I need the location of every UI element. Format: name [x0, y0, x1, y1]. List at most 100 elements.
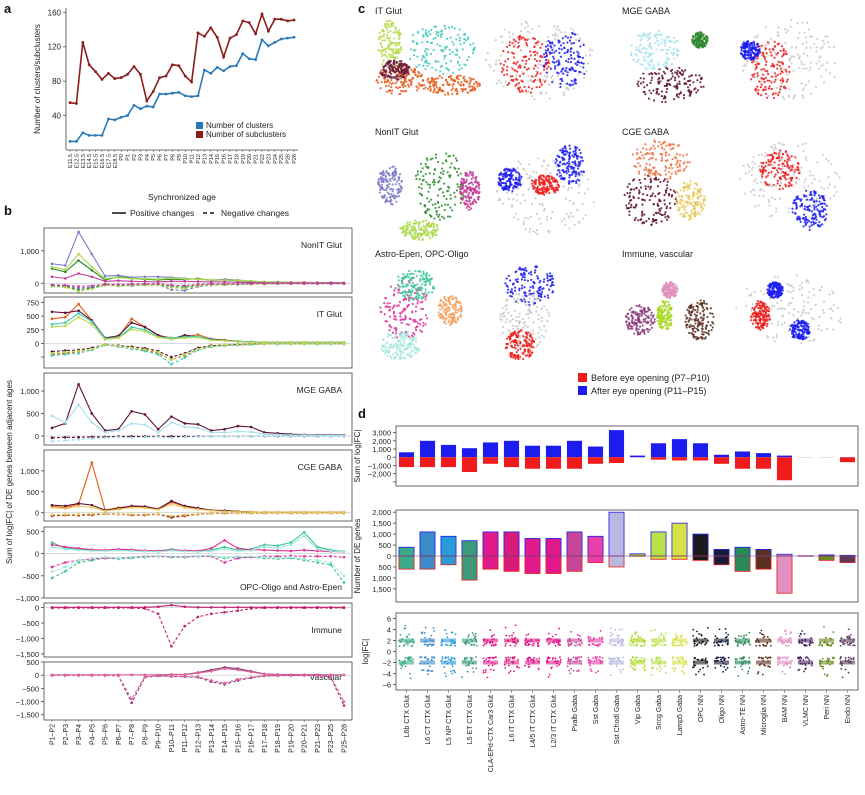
umap-cell: [571, 154, 574, 157]
umap-cell: [445, 45, 448, 48]
y-tick-label: 0: [35, 432, 39, 441]
data-point: [263, 555, 266, 559]
umap-cell: [398, 85, 402, 89]
umap-cell: [418, 63, 421, 67]
umap-cell: [665, 90, 668, 94]
data-point: [263, 674, 266, 678]
umap-cell: [427, 190, 430, 193]
umap-cell: [394, 25, 397, 29]
umap-cell: [544, 176, 547, 180]
umap-cell: [514, 176, 518, 179]
legend-label: Number of clusters: [206, 121, 273, 130]
umap-cell: [749, 190, 752, 193]
umap-cell: [801, 21, 804, 24]
data-point: [196, 550, 200, 554]
umap-cell: [685, 185, 688, 189]
umap-cell: [567, 60, 570, 64]
umap-cell: [648, 163, 652, 166]
umap-cell: [829, 197, 832, 200]
umap-cell: [703, 195, 706, 198]
umap-cell: [541, 56, 544, 59]
umap-title-astro-opc: Astro-Epen, OPC-Oligo: [375, 249, 469, 259]
umap-cell: [660, 143, 663, 146]
data-point: [236, 424, 240, 428]
data-point: [276, 549, 279, 552]
y-tick-label: 500: [26, 527, 39, 536]
umap-cell: [433, 167, 437, 171]
data-point: [156, 612, 160, 616]
umap-cell: [657, 192, 660, 196]
umap-cell: [664, 211, 667, 214]
umap-cell: [782, 85, 786, 88]
umap-cell: [545, 189, 549, 192]
data-point: [63, 570, 67, 573]
umap-cell: [432, 37, 435, 40]
umap-cell: [778, 152, 781, 155]
umap-cell: [549, 172, 552, 175]
umap-cell: [533, 182, 536, 185]
umap-cell: [790, 168, 793, 171]
umap-cell: [655, 36, 658, 40]
umap-cell: [835, 173, 839, 176]
umap-cell: [651, 192, 655, 195]
umap-cell: [563, 93, 566, 97]
data-point: [130, 282, 133, 286]
umap-cell: [693, 212, 696, 215]
data-point: [117, 508, 120, 511]
data-point: [117, 344, 120, 348]
data-point: [77, 252, 80, 256]
umap-cell: [641, 154, 644, 157]
umap-cell: [402, 76, 405, 79]
umap-cell: [447, 93, 450, 96]
data-point: [196, 283, 200, 286]
umap-cell: [560, 48, 563, 51]
data-point: [77, 403, 80, 406]
x-tick-label: P5–P6: [103, 724, 110, 745]
umap-cell: [784, 172, 787, 175]
umap-cell: [449, 60, 453, 63]
data-point: [156, 512, 160, 516]
umap-cell: [564, 163, 567, 166]
data-point: [196, 347, 200, 351]
umap-cell: [567, 164, 570, 167]
umap-cell: [538, 59, 542, 63]
umap-cell: [435, 83, 438, 87]
umap-cell: [755, 52, 758, 55]
umap-cell: [416, 74, 419, 77]
data-point: [289, 282, 293, 285]
data-point: [329, 342, 333, 346]
umap-cell: [763, 58, 767, 61]
umap-cell: [574, 38, 578, 41]
umap-cell: [578, 70, 581, 73]
umap-cell: [772, 65, 775, 68]
umap-cell: [591, 49, 594, 52]
data-point: [130, 549, 133, 553]
data-point: [156, 353, 160, 356]
umap-cell: [478, 82, 481, 85]
umap-cell: [820, 75, 823, 78]
y-tick-label: –500: [22, 619, 39, 628]
data-point: [87, 133, 91, 137]
umap-cell: [534, 197, 537, 200]
umap-cell: [380, 35, 383, 38]
y-tick-label: 250: [26, 326, 39, 335]
umap-cell: [785, 70, 788, 73]
umap-cell: [463, 88, 466, 91]
umap-cell: [776, 43, 779, 46]
umap-cell: [473, 189, 476, 192]
umap-cell: [660, 156, 664, 159]
umap-cell: [396, 49, 399, 52]
umap-cell: [777, 154, 780, 158]
data-point: [143, 275, 147, 279]
umap-cell: [469, 196, 472, 199]
umap-cell: [762, 161, 765, 164]
umap-cell: [669, 40, 672, 44]
umap-cell: [532, 230, 535, 233]
umap-cell: [377, 182, 380, 185]
umap-cell: [675, 49, 679, 53]
umap-cell: [419, 202, 422, 205]
data-point: [209, 344, 213, 348]
umap-cell: [386, 33, 389, 36]
umap-cell: [660, 147, 664, 150]
umap-cell: [395, 28, 398, 31]
